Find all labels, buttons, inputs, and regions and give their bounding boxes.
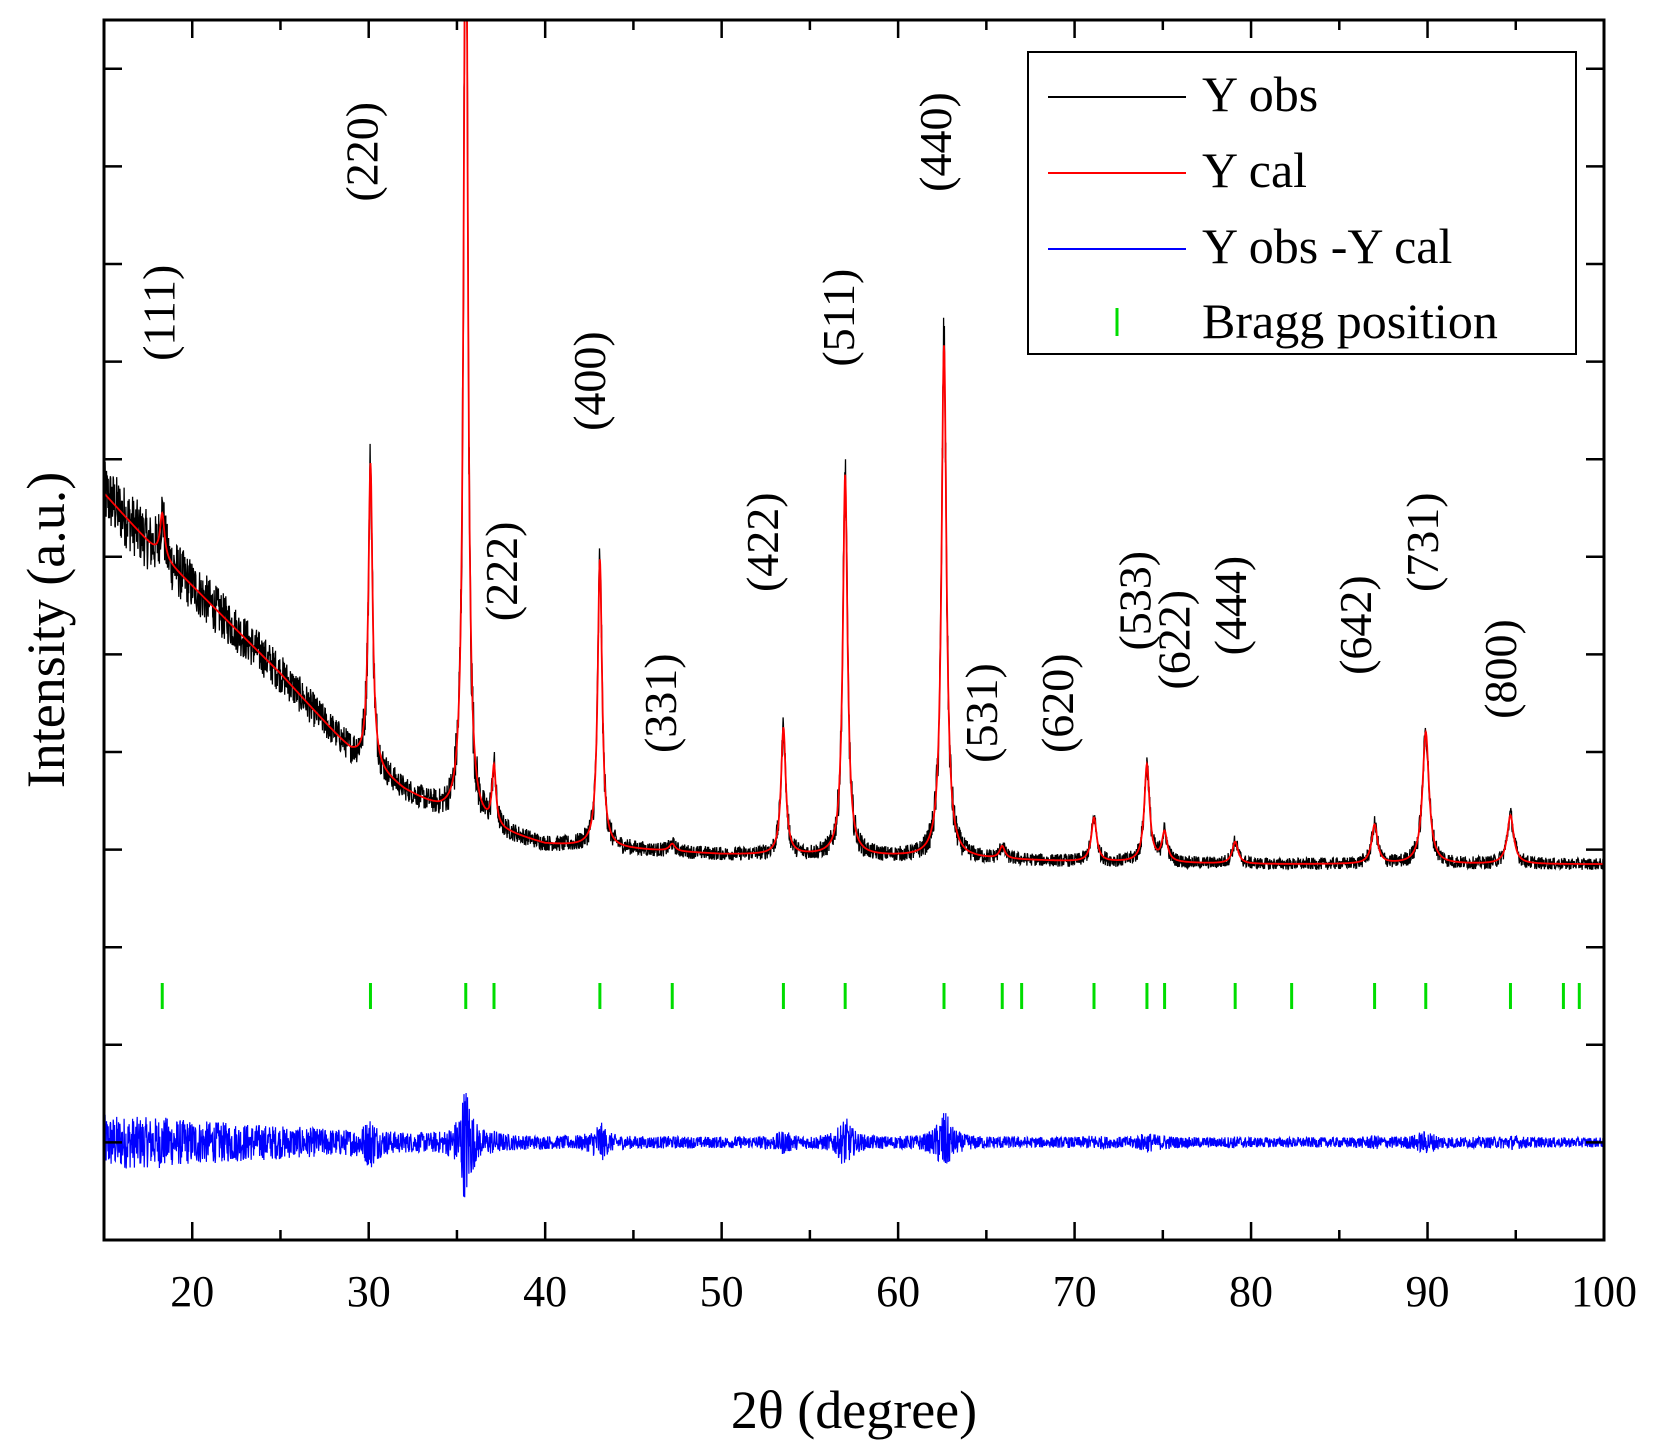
legend-label: Bragg position xyxy=(1202,293,1498,349)
legend-label: Y obs -Y cal xyxy=(1202,218,1452,274)
plot-frame xyxy=(102,18,1606,1242)
legend-box xyxy=(1027,51,1577,355)
peak-label: (222) xyxy=(476,522,527,622)
peak-label: (531) xyxy=(956,663,1007,763)
x-tick-label: 50 xyxy=(700,1267,744,1316)
plot-area xyxy=(104,20,1604,1198)
peak-label: (440) xyxy=(910,92,961,192)
peak-label: (620) xyxy=(1032,653,1083,753)
x-tick-label: 40 xyxy=(523,1267,567,1316)
legend-label: Y obs xyxy=(1202,66,1318,122)
legend: Y obs Y cal Y obs -Y cal Bragg position xyxy=(1027,51,1577,355)
peak-label: (800) xyxy=(1475,619,1526,719)
peak-label: (422) xyxy=(737,492,788,592)
peak-label: (400) xyxy=(564,331,615,431)
y-diff-series xyxy=(104,1092,1604,1198)
x-tick-labels: 20 30 40 50 60 70 80 90 100 xyxy=(170,1267,1637,1316)
y-obs-series xyxy=(104,20,1604,871)
x-tick-label: 100 xyxy=(1571,1267,1637,1316)
peak-label: (533) xyxy=(1110,551,1161,651)
y-cal-series xyxy=(104,20,1604,865)
peak-label: (511) xyxy=(813,269,864,367)
axis-ticks xyxy=(102,20,1606,1240)
peak-label: (622) xyxy=(1148,590,1199,690)
peak-label: (220) xyxy=(337,102,388,202)
bragg-positions xyxy=(160,983,1581,1009)
x-tick-label: 30 xyxy=(347,1267,391,1316)
x-tick-label: 20 xyxy=(170,1267,214,1316)
peak-label: (731) xyxy=(1397,492,1448,592)
x-axis-label: 2θ (degree) xyxy=(731,1380,977,1440)
x-tick-label: 80 xyxy=(1229,1267,1273,1316)
peak-label: (111) xyxy=(134,265,185,361)
peak-label: (642) xyxy=(1330,575,1381,675)
x-tick-label: 70 xyxy=(1053,1267,1097,1316)
peak-label: (331) xyxy=(635,653,686,753)
x-tick-label: 60 xyxy=(876,1267,920,1316)
legend-label: Y cal xyxy=(1202,142,1307,198)
peak-label: (444) xyxy=(1205,556,1256,656)
y-axis-label: Intensity (a.u.) xyxy=(16,472,76,788)
peak-labels: (111)(220)(311)(222)(400)(331)(422)(511)… xyxy=(134,92,1526,763)
x-tick-label: 90 xyxy=(1406,1267,1450,1316)
